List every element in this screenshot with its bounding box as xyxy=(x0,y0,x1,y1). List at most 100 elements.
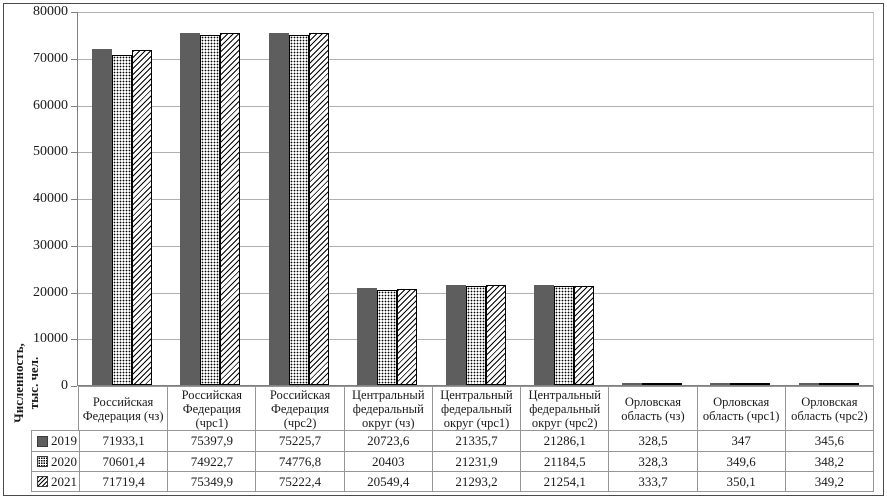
bar-2021-category-7 xyxy=(750,383,770,385)
bar-2020-category-6 xyxy=(642,383,662,385)
value-cell-2020-1: 74922,7 xyxy=(167,451,256,471)
value-cell-2019-5: 21286,1 xyxy=(520,431,608,451)
value-cell-2021-5: 21254,1 xyxy=(520,471,609,491)
y-axis-tick xyxy=(71,59,77,60)
y-axis-tick xyxy=(71,386,77,387)
bar-2020-category-7 xyxy=(730,383,750,385)
category-header-cell: Российская Федерация (чз) xyxy=(82,394,164,423)
bar-2020-category-5 xyxy=(554,286,574,385)
bar-2019-category-1 xyxy=(180,33,200,385)
value-cell-2019-7: 347 xyxy=(696,431,785,451)
category-header-cell: Российская Федерация (чрс1) xyxy=(167,387,255,430)
value-cell-2020-4: 21231,9 xyxy=(431,451,521,471)
bar-2019-category-2 xyxy=(269,33,289,385)
data-table-header-row: Российская Федерация (чз) Российская Феде… xyxy=(78,386,874,430)
legend-year-label: 2021 xyxy=(51,473,77,489)
value-cell-2020-0: 70601,4 xyxy=(79,451,168,471)
gridline xyxy=(78,199,873,200)
category-header-cell: Орловская область (чрс1) xyxy=(696,387,785,430)
y-axis-line xyxy=(77,12,78,386)
gridline xyxy=(78,246,873,247)
value-cell-2019-0: 71933,1 xyxy=(79,431,167,451)
bar-2021-category-1 xyxy=(220,33,240,385)
value-cell-2019-8: 345,6 xyxy=(784,431,873,451)
value-cell-2019-6: 328,5 xyxy=(608,431,696,451)
bar-2020-category-1 xyxy=(200,35,220,385)
bar-2019-category-6 xyxy=(622,383,642,385)
y-tick-label: 10000 xyxy=(33,331,68,346)
legend-marker-hatch-icon xyxy=(37,476,48,487)
value-cell-2020-7: 349,6 xyxy=(696,451,785,471)
legend-year-label: 2019 xyxy=(51,433,77,448)
bar-2019-category-4 xyxy=(446,285,466,385)
bar-2020-category-0 xyxy=(112,55,132,385)
y-tick-label: 40000 xyxy=(33,191,68,206)
y-axis-tick xyxy=(71,12,77,13)
value-cell-2019-3: 20723,6 xyxy=(343,431,432,451)
legend-year-label: 2020 xyxy=(51,453,77,469)
value-cell-2019-2: 75225,7 xyxy=(255,431,343,451)
data-table-body: 2019 71933,1 75397,9 75225,7 20723,6 21335,7 2… xyxy=(31,430,874,492)
legend-cell-2019: 2019 xyxy=(32,431,79,451)
bar-2021-category-8 xyxy=(839,383,859,385)
y-axis-tick xyxy=(71,199,77,200)
y-tick-label: 0 xyxy=(61,378,68,393)
value-cell-2020-3: 20403 xyxy=(343,451,432,471)
bar-2021-category-0 xyxy=(132,50,152,385)
bar-2021-category-4 xyxy=(486,285,506,385)
category-header-cell: Центральный федеральный округ (чрс2) xyxy=(520,387,608,430)
legend-cell-2021: 2021 xyxy=(32,471,79,491)
bar-2019-category-3 xyxy=(357,288,377,385)
value-cell-2019-1: 75397,9 xyxy=(167,431,255,451)
y-tick-label: 80000 xyxy=(33,4,68,19)
bar-2021-category-3 xyxy=(397,289,417,385)
bar-2021-category-5 xyxy=(574,286,594,385)
gridline xyxy=(78,59,873,60)
value-cell-2021-0: 71719,4 xyxy=(79,471,168,491)
value-cell-2021-7: 350,1 xyxy=(696,471,785,491)
value-cell-2021-4: 21293,2 xyxy=(431,471,521,491)
y-tick-label: 50000 xyxy=(33,144,68,159)
legend-cell-2020: 2020 xyxy=(32,451,79,471)
bar-2019-category-7 xyxy=(710,383,730,385)
bar-2020-category-2 xyxy=(289,35,309,385)
y-tick-label: 70000 xyxy=(33,51,68,66)
value-cell-2021-1: 75349,9 xyxy=(167,471,256,491)
gridline xyxy=(78,12,873,13)
bar-2020-category-3 xyxy=(377,290,397,385)
category-header-cell: Орловская область (чз) xyxy=(608,387,696,430)
value-cell-2020-8: 348,2 xyxy=(784,451,873,471)
category-header-cell: Центральный федеральный округ (чрс1) xyxy=(431,387,520,430)
category-header-cell: Центральный федеральный округ (чз) xyxy=(343,387,432,430)
bar-2019-category-8 xyxy=(799,383,819,385)
value-cell-2019-4: 21335,7 xyxy=(431,431,520,451)
y-tick-label: 20000 xyxy=(33,285,68,300)
y-axis-tick xyxy=(71,152,77,153)
legend-marker-solid-icon xyxy=(37,435,48,447)
y-axis-tick xyxy=(71,246,77,247)
plot-right-border xyxy=(873,12,874,386)
bar-2019-category-0 xyxy=(92,49,112,385)
value-cell-2021-6: 333,7 xyxy=(608,471,697,491)
value-cell-2021-8: 349,2 xyxy=(784,471,873,491)
x-axis-line xyxy=(77,385,873,386)
value-cell-2021-2: 75222,4 xyxy=(255,471,344,491)
value-cell-2020-6: 328,3 xyxy=(608,451,697,471)
category-header-cell: Российская Федерация (чрс2) xyxy=(255,387,343,430)
bar-2021-category-6 xyxy=(662,383,682,385)
value-cell-2021-3: 20549,4 xyxy=(343,471,432,491)
bar-2019-category-5 xyxy=(534,285,554,385)
y-tick-label: 60000 xyxy=(33,98,68,113)
y-axis-tick xyxy=(71,339,77,340)
bar-2020-category-8 xyxy=(819,383,839,385)
value-cell-2020-2: 74776,8 xyxy=(255,451,344,471)
y-axis-tick xyxy=(71,293,77,294)
category-header-cell: Орловская область (чрс2) xyxy=(784,387,873,430)
gridline xyxy=(78,152,873,153)
legend-marker-dots-icon xyxy=(37,456,48,467)
y-tick-label: 30000 xyxy=(33,238,68,253)
gridline xyxy=(78,106,873,107)
bar-2020-category-4 xyxy=(466,286,486,385)
bar-2021-category-2 xyxy=(309,33,329,385)
